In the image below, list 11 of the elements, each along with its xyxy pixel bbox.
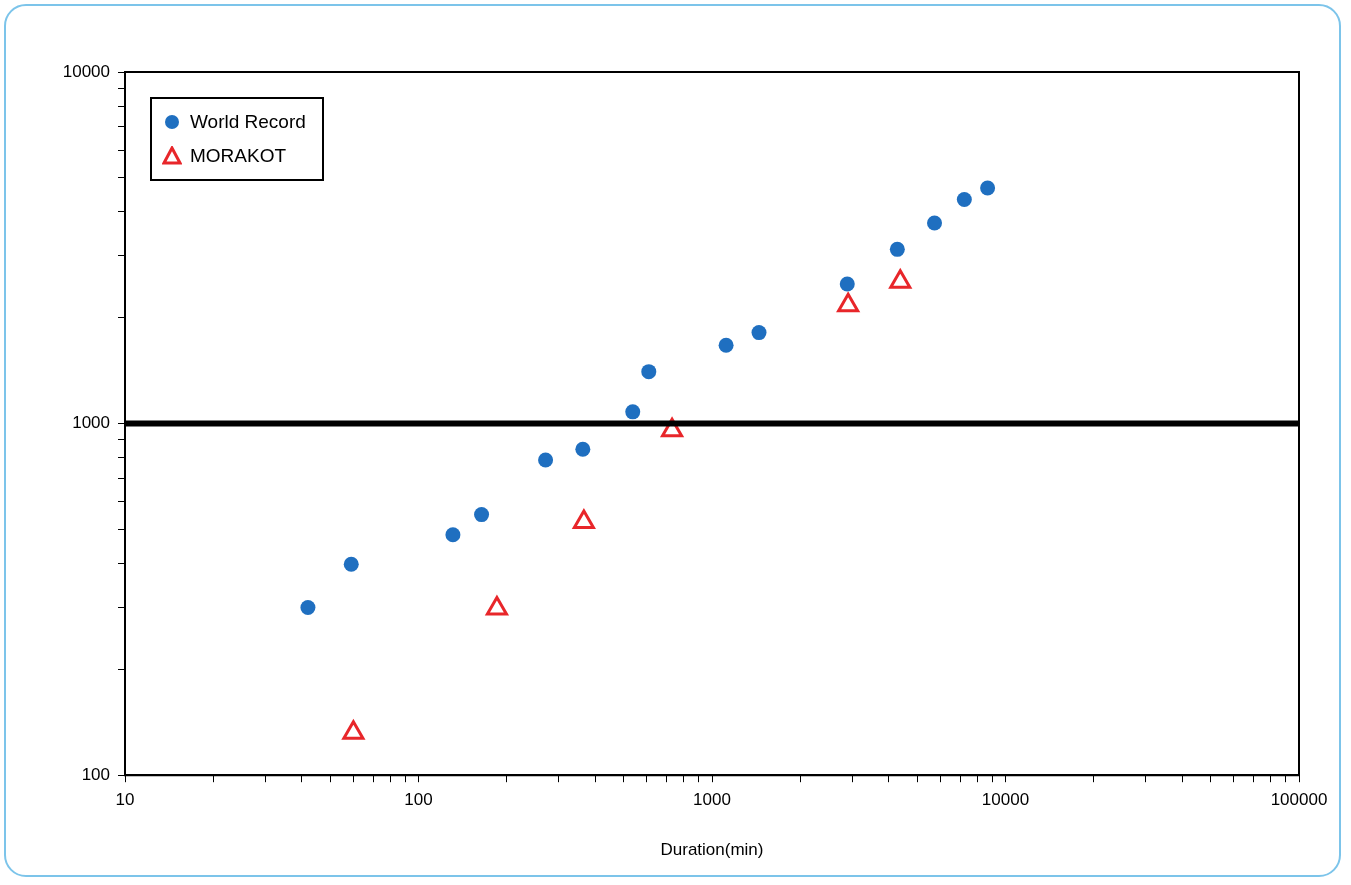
- legend-label: World Record: [190, 110, 306, 134]
- x-tick-label: 10: [115, 790, 135, 810]
- x-tick-label: 100000: [1270, 790, 1328, 810]
- x-tick-label: 10000: [981, 790, 1030, 810]
- y-tick-label: 10000: [62, 61, 110, 81]
- x-tick-label: 1000: [693, 790, 731, 810]
- y-tick-label: 100: [81, 764, 110, 784]
- x-tick-label: 100: [404, 790, 433, 810]
- x-axis-title: Duration(min): [660, 840, 764, 860]
- legend-label: MORAKOT: [190, 144, 287, 168]
- y-tick-label: 1000: [72, 413, 110, 433]
